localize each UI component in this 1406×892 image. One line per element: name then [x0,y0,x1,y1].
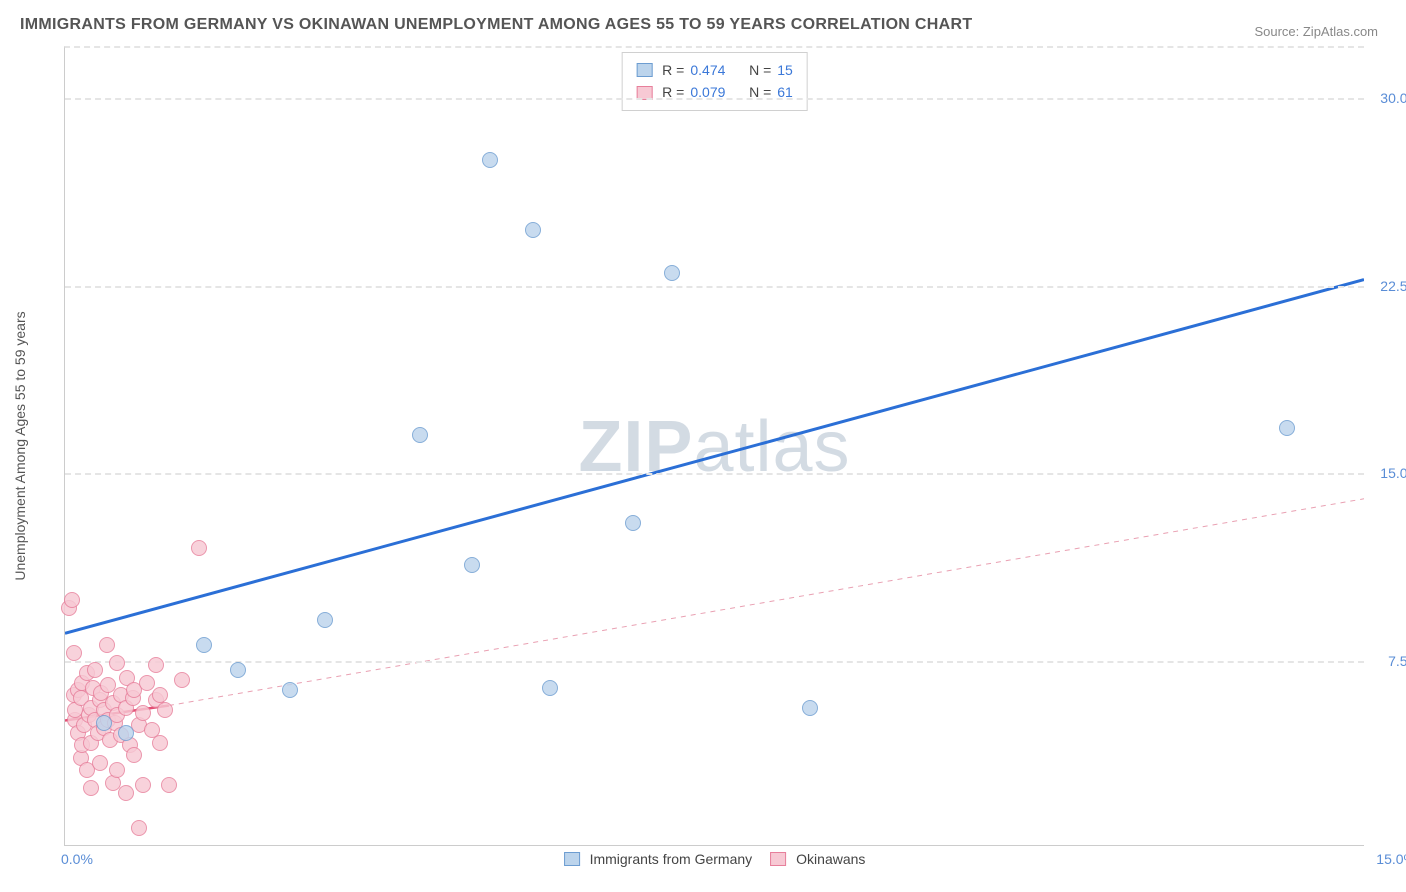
scatter-point [92,755,108,771]
trend-line [169,499,1364,706]
scatter-point [191,540,207,556]
n-value: 15 [777,59,793,81]
legend-series-item: Okinawans [770,851,865,867]
scatter-point [152,735,168,751]
gridline [65,98,1364,100]
scatter-point [148,657,164,673]
scatter-point [664,265,680,281]
legend-stats: R = 0.474 N = 15R = 0.079 N = 61 [621,52,808,111]
scatter-point [802,700,818,716]
legend-stats-row: R = 0.474 N = 15 [636,59,793,81]
scatter-point [118,725,134,741]
n-value: 61 [777,81,793,103]
y-axis-label: Unemployment Among Ages 55 to 59 years [12,311,28,580]
y-tick-label: 22.5% [1370,278,1406,294]
scatter-point [525,222,541,238]
legend-swatch [770,852,786,866]
r-label: R = [662,81,684,103]
scatter-point [152,687,168,703]
scatter-point [139,675,155,691]
scatter-point [317,612,333,628]
trend-lines [65,48,1364,845]
scatter-point [87,662,103,678]
scatter-point [64,592,80,608]
gridline [65,473,1364,475]
scatter-point [412,427,428,443]
scatter-point [135,705,151,721]
scatter-point [196,637,212,653]
legend-swatch [636,63,652,77]
scatter-point [482,152,498,168]
scatter-point [464,557,480,573]
chart-title: IMMIGRANTS FROM GERMANY VS OKINAWAN UNEM… [20,16,972,34]
y-tick-label: 7.5% [1370,653,1406,669]
scatter-point [282,682,298,698]
scatter-point [625,515,641,531]
y-tick-label: 15.0% [1370,465,1406,481]
r-label: R = [662,59,684,81]
scatter-point [83,780,99,796]
legend-stats-row: R = 0.079 N = 61 [636,81,793,103]
plot-area: ZIPatlas R = 0.474 N = 15R = 0.079 N = 6… [64,46,1364,846]
n-label: N = [749,59,771,81]
n-label: N = [749,81,771,103]
scatter-point [135,777,151,793]
trend-line [65,280,1364,634]
x-tick-label: 0.0% [61,851,93,867]
scatter-point [157,702,173,718]
r-value: 0.079 [690,81,725,103]
source-label: Source: ZipAtlas.com [1254,24,1378,39]
legend-series-label: Okinawans [796,851,865,867]
x-tick-label: 15.0% [1376,851,1406,867]
watermark: ZIPatlas [578,406,850,488]
legend-series: Immigrants from Germany Okinawans [564,851,866,867]
scatter-point [109,762,125,778]
scatter-point [66,645,82,661]
scatter-point [118,785,134,801]
r-value: 0.474 [690,59,725,81]
gridline [65,661,1364,663]
scatter-point [96,715,112,731]
scatter-point [109,655,125,671]
legend-swatch [564,852,580,866]
scatter-point [174,672,190,688]
scatter-point [131,820,147,836]
legend-series-item: Immigrants from Germany [564,851,753,867]
scatter-point [1279,420,1295,436]
scatter-point [542,680,558,696]
scatter-point [99,637,115,653]
scatter-point [230,662,246,678]
gridline [65,286,1364,288]
scatter-point [126,747,142,763]
y-tick-label: 30.0% [1370,90,1406,106]
trend-line [65,280,1364,634]
scatter-point [161,777,177,793]
legend-series-label: Immigrants from Germany [590,851,753,867]
